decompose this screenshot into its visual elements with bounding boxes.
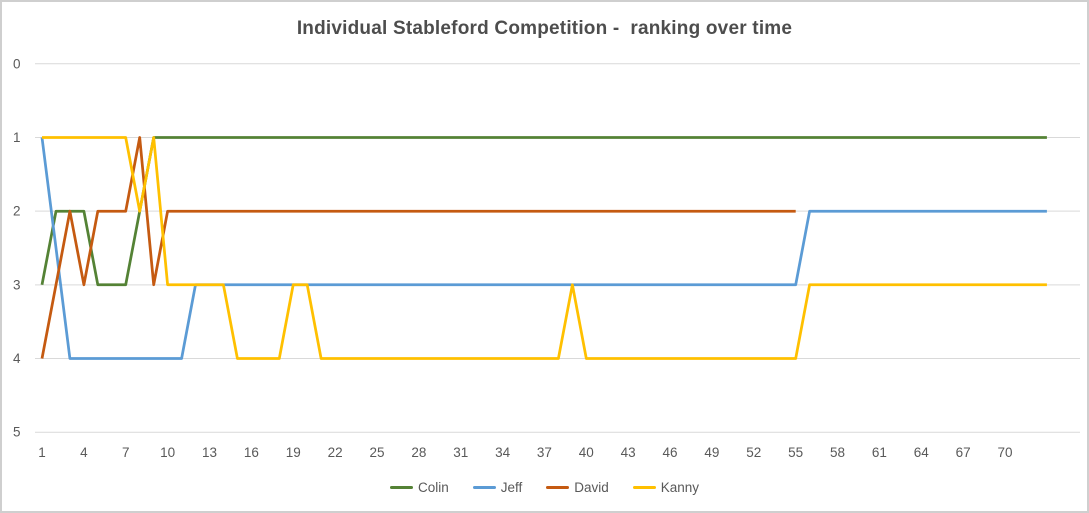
x-axis-label-46: 46 xyxy=(663,445,678,460)
y-axis-label-1: 1 xyxy=(13,130,21,145)
x-axis-label-7: 7 xyxy=(122,445,130,460)
x-axis-label-34: 34 xyxy=(495,445,511,460)
legend-label: Colin xyxy=(417,480,449,495)
x-axis-label-43: 43 xyxy=(621,445,636,460)
x-axis-label-37: 37 xyxy=(537,445,552,460)
legend-swatch-david xyxy=(546,486,570,489)
legend-item-david: David xyxy=(546,480,609,495)
x-axis-label-19: 19 xyxy=(286,445,301,460)
y-axis-label-5: 5 xyxy=(13,425,21,440)
x-axis-label-16: 16 xyxy=(244,445,259,460)
x-axis-label-40: 40 xyxy=(579,445,594,460)
y-axis-label-4: 4 xyxy=(13,351,21,366)
legend-label: Jeff xyxy=(500,480,523,495)
legend-swatch-kanny xyxy=(632,486,656,489)
x-axis-label-22: 22 xyxy=(328,445,343,460)
chart-legend: Colin Jeff David Kanny xyxy=(2,480,1087,495)
x-axis-label-49: 49 xyxy=(704,445,719,460)
x-axis-label-1: 1 xyxy=(38,445,46,460)
x-axis-label-64: 64 xyxy=(914,445,930,460)
legend-item-jeff: Jeff xyxy=(472,480,523,495)
x-axis-label-67: 67 xyxy=(956,445,971,460)
x-axis-label-31: 31 xyxy=(453,445,468,460)
x-axis-label-13: 13 xyxy=(202,445,217,460)
series-line-david xyxy=(40,136,796,359)
x-axis-label-55: 55 xyxy=(788,445,803,460)
legend-item-kanny: Kanny xyxy=(632,480,700,495)
y-axis-label-0: 0 xyxy=(13,56,21,71)
x-axis-label-4: 4 xyxy=(80,445,88,460)
series-line-colin xyxy=(40,136,1047,287)
chart-title: Individual Stableford Competition - rank… xyxy=(296,18,793,39)
x-axis-label-28: 28 xyxy=(411,445,426,460)
x-axis-label-61: 61 xyxy=(872,445,887,460)
x-axis-label-70: 70 xyxy=(998,445,1013,460)
legend-swatch-colin xyxy=(389,486,413,489)
x-axis-label-58: 58 xyxy=(830,445,845,460)
legend-label: David xyxy=(574,480,609,495)
y-axis-label-2: 2 xyxy=(13,204,21,219)
x-axis-label-52: 52 xyxy=(746,445,761,460)
series-line-kanny xyxy=(42,136,1047,360)
legend-label: Kanny xyxy=(660,480,700,495)
series-line-jeff xyxy=(40,137,1047,360)
y-axis-label-3: 3 xyxy=(13,277,21,292)
legend-swatch-jeff xyxy=(472,486,496,489)
legend-item-colin: Colin xyxy=(389,480,449,495)
x-axis-label-25: 25 xyxy=(369,445,384,460)
x-axis-label-10: 10 xyxy=(160,445,175,460)
